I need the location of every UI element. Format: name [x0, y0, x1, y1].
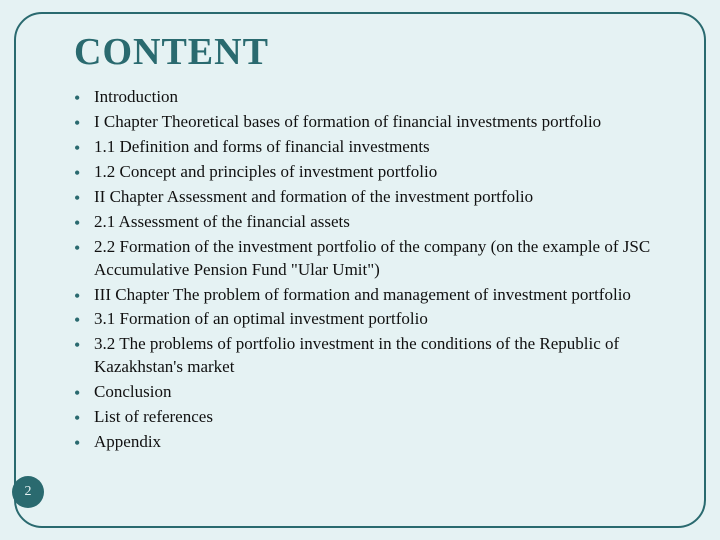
list-item: 3.1 Formation of an optimal investment p…	[74, 308, 664, 331]
list-item: Conclusion	[74, 381, 664, 404]
list-item: List of references	[74, 406, 664, 429]
list-item: Introduction	[74, 86, 664, 109]
list-item: Appendix	[74, 431, 664, 454]
slide-title: CONTENT	[74, 30, 664, 74]
slide: CONTENT Introduction I Chapter Theoretic…	[0, 0, 720, 540]
content-list: Introduction I Chapter Theoretical bases…	[74, 86, 664, 454]
list-item: III Chapter The problem of formation and…	[74, 284, 664, 307]
list-item: 3.2 The problems of portfolio investment…	[74, 333, 664, 379]
list-item: II Chapter Assessment and formation of t…	[74, 186, 664, 209]
list-item: 2.2 Formation of the investment portfoli…	[74, 236, 664, 282]
page-number: 2	[25, 484, 32, 500]
list-item: 2.1 Assessment of the financial assets	[74, 211, 664, 234]
list-item: 1.1 Definition and forms of financial in…	[74, 136, 664, 159]
slide-frame: CONTENT Introduction I Chapter Theoretic…	[14, 12, 706, 528]
page-number-badge: 2	[12, 476, 44, 508]
list-item: 1.2 Concept and principles of investment…	[74, 161, 664, 184]
list-item: I Chapter Theoretical bases of formation…	[74, 111, 664, 134]
